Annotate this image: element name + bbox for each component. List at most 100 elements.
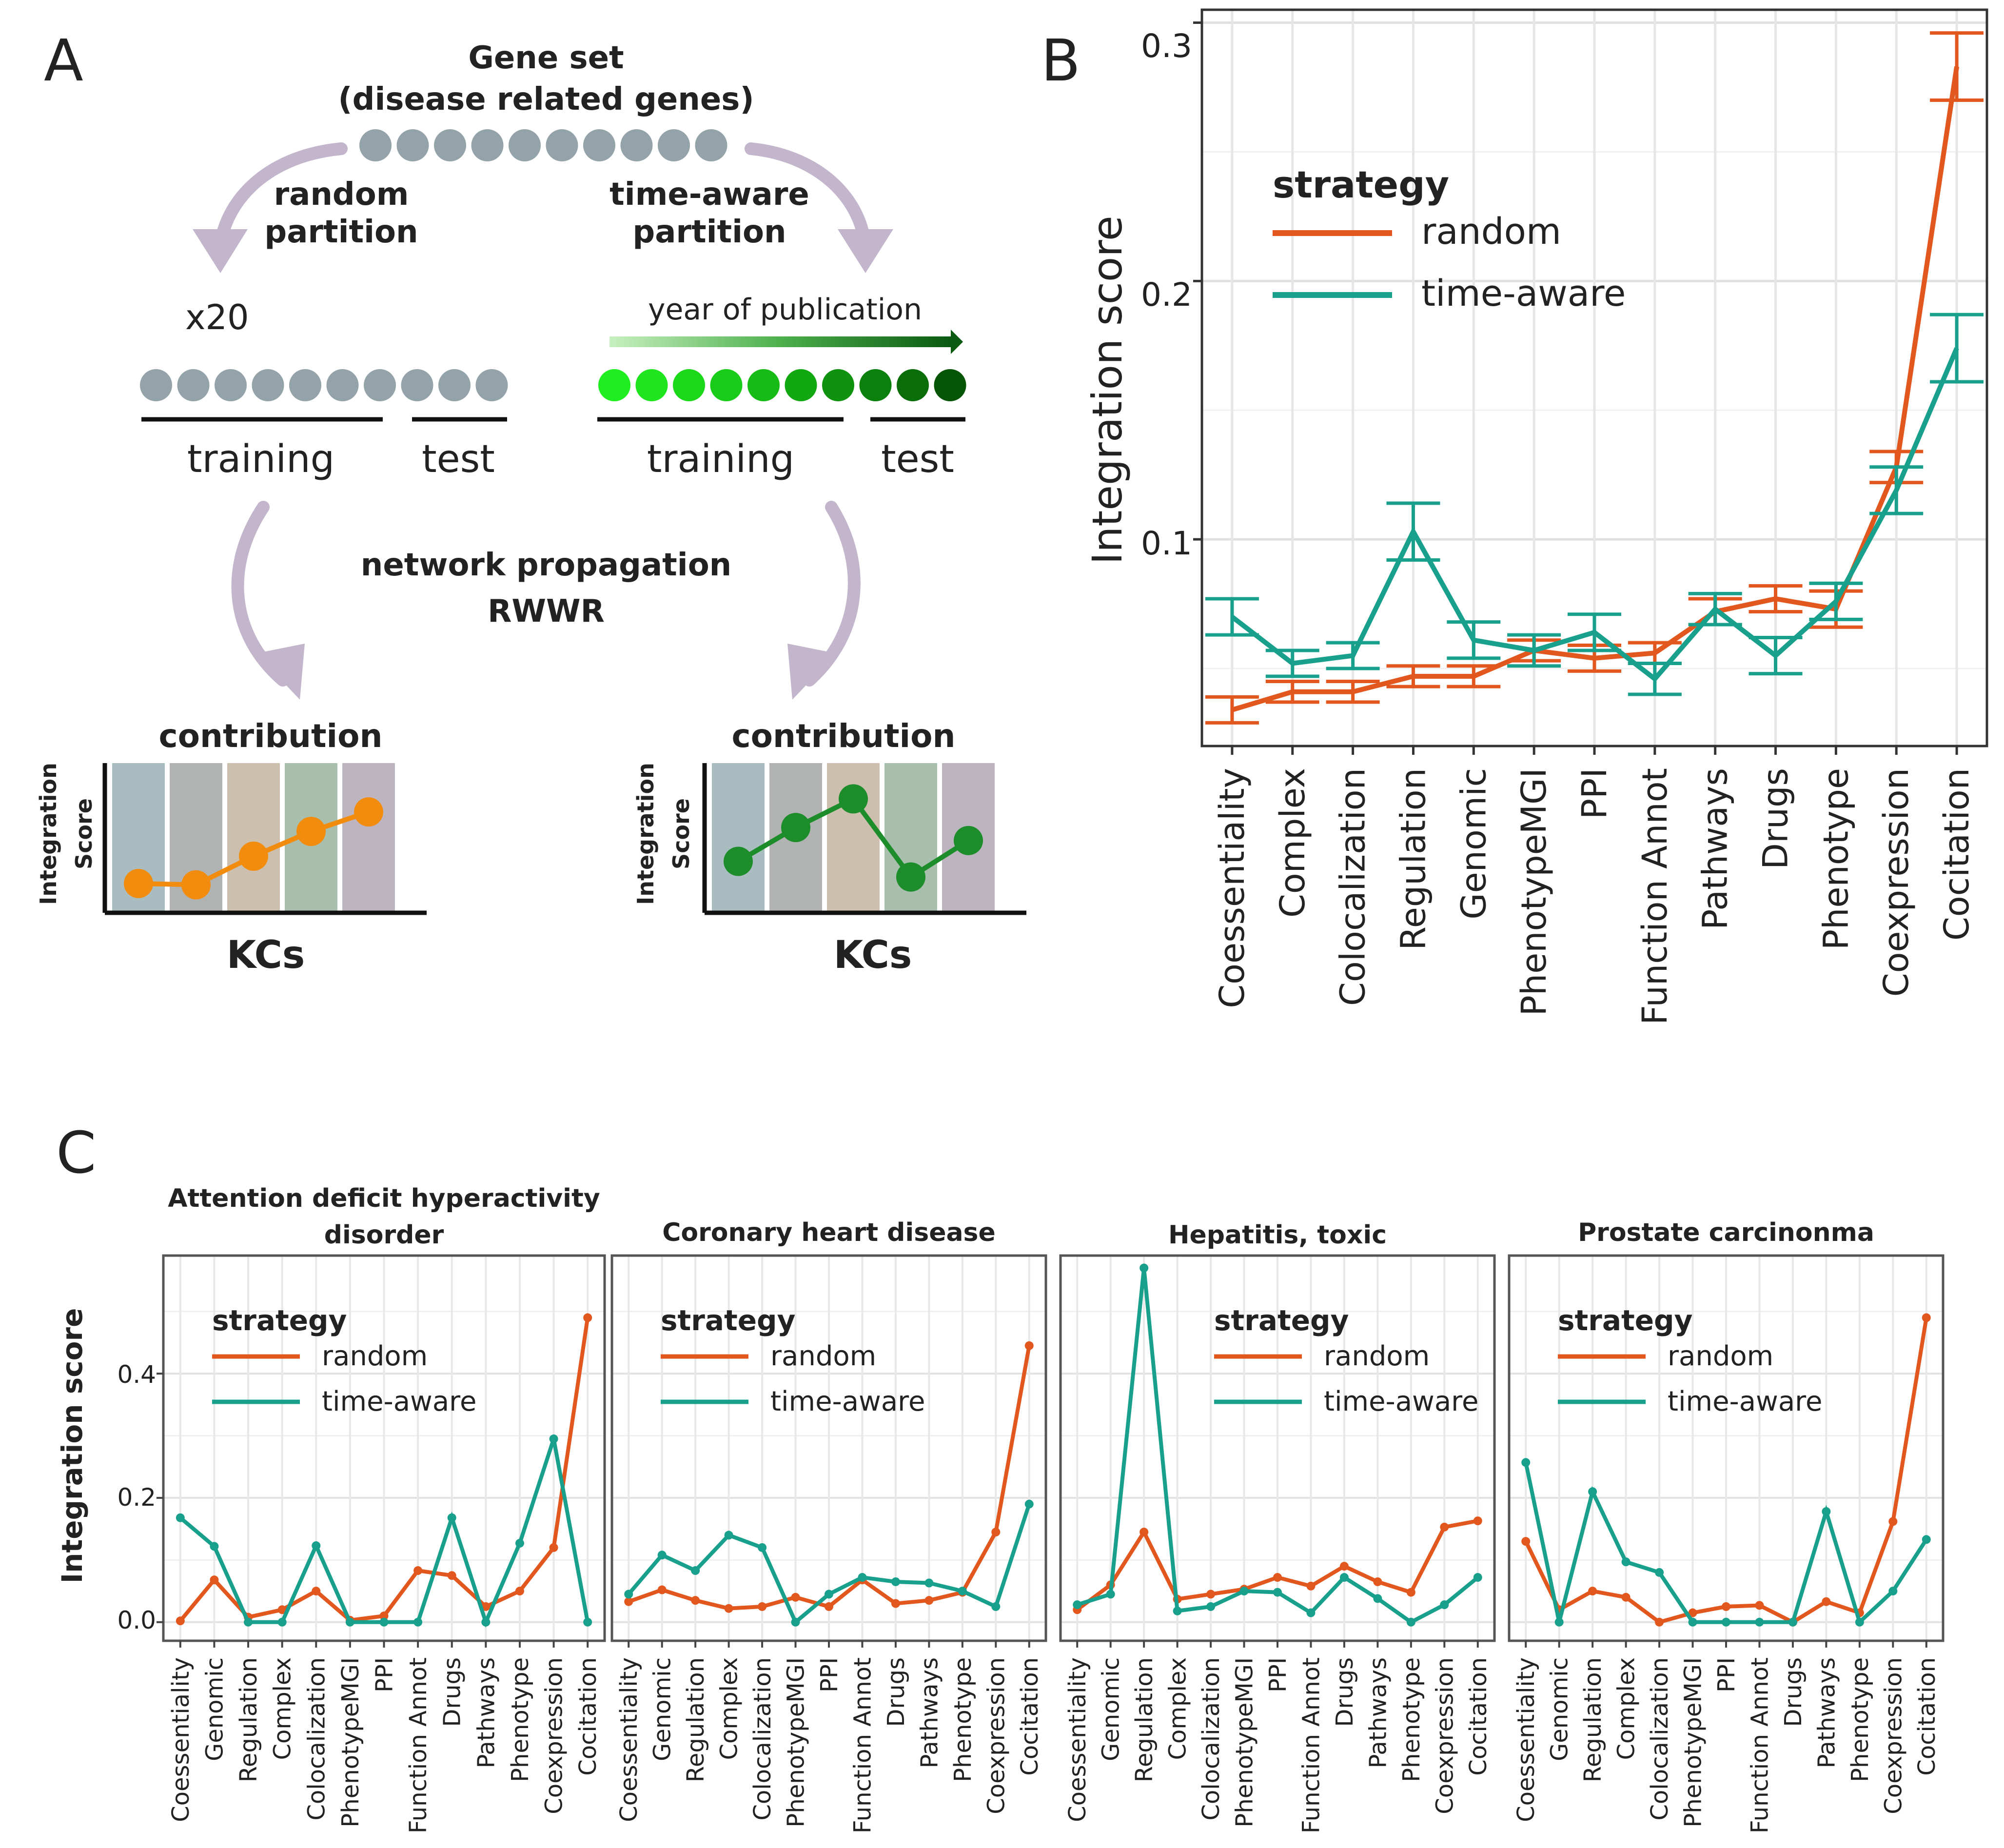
c1-xtick-label: Function Annot bbox=[405, 1657, 432, 1833]
c3-xtick-label: Phenotype bbox=[1398, 1657, 1425, 1782]
c3-point bbox=[1140, 1263, 1149, 1273]
c3-point bbox=[1239, 1587, 1249, 1596]
c1-point bbox=[549, 1543, 558, 1552]
c1-legend-title: strategy bbox=[212, 1304, 347, 1337]
propagation-arrow-right-head bbox=[787, 644, 836, 700]
c3-xtick-label: Colocalization bbox=[1198, 1657, 1225, 1821]
contribution-left-title: contribution bbox=[159, 717, 383, 755]
c4-point bbox=[1922, 1535, 1931, 1544]
c3-point bbox=[1306, 1608, 1316, 1617]
time-partition-dots bbox=[598, 369, 966, 401]
c1-xtick-label: Coessentiality bbox=[167, 1657, 195, 1822]
b-xtick-label: Phenotype bbox=[1816, 768, 1856, 950]
c4-xtick-label: Function Annot bbox=[1746, 1657, 1773, 1833]
c2-xtick-label: Regulation bbox=[682, 1657, 709, 1782]
c2-point bbox=[724, 1531, 733, 1540]
gene-dot bbox=[326, 369, 359, 401]
gene-dot bbox=[475, 369, 508, 401]
c2-point bbox=[991, 1528, 1001, 1537]
c3-point bbox=[1306, 1581, 1316, 1591]
panel-a: A Gene set (disease related genes) rando… bbox=[35, 27, 1026, 977]
year-dot bbox=[635, 369, 668, 401]
c1-point bbox=[515, 1587, 524, 1596]
c2-point bbox=[825, 1602, 833, 1611]
training-label-left: training bbox=[187, 437, 334, 481]
c1-point bbox=[277, 1605, 287, 1614]
c2-point bbox=[858, 1573, 867, 1582]
c4-xtick-label: PPI bbox=[1713, 1657, 1740, 1692]
c2-xtick-label: PPI bbox=[816, 1657, 843, 1692]
c2-point bbox=[624, 1597, 633, 1606]
c4-point bbox=[1688, 1617, 1697, 1627]
c3-point bbox=[1373, 1577, 1382, 1586]
c2-point bbox=[924, 1578, 934, 1588]
c1-point bbox=[345, 1617, 354, 1627]
c2-xtick-label: Function Annot bbox=[849, 1657, 876, 1833]
c2-xtick-label: Coessentiality bbox=[615, 1657, 643, 1822]
c1-point bbox=[312, 1587, 321, 1596]
c1-xtick-label: Coexpression bbox=[541, 1657, 568, 1814]
network-propagation-label: network propagation bbox=[361, 547, 731, 583]
c3-legend-title: strategy bbox=[1214, 1304, 1349, 1337]
c3-xtick-label: Function Annot bbox=[1297, 1657, 1325, 1833]
c4-xtick-label: PhenotypeMGI bbox=[1680, 1657, 1707, 1828]
c2-point bbox=[958, 1587, 967, 1596]
c3-point bbox=[1206, 1590, 1216, 1599]
mini-chart-right bbox=[702, 763, 1026, 915]
c4-point bbox=[1922, 1313, 1931, 1322]
year-dot bbox=[897, 369, 929, 401]
c4-point bbox=[1755, 1601, 1764, 1610]
c1-legend-time-label: time-aware bbox=[322, 1386, 476, 1417]
year-dot bbox=[785, 369, 817, 401]
c1-xtick-label: Genomic bbox=[201, 1657, 228, 1761]
mini-right-point bbox=[839, 784, 868, 814]
c2-point bbox=[891, 1599, 900, 1608]
c3-xtick-label: Coexpression bbox=[1431, 1657, 1458, 1814]
c4-xtick-label: Coexpression bbox=[1880, 1657, 1907, 1814]
c2-point bbox=[758, 1602, 767, 1611]
c3-point bbox=[1206, 1602, 1216, 1611]
c3-point bbox=[1140, 1528, 1149, 1537]
c2-point bbox=[791, 1617, 800, 1627]
c3-point bbox=[1173, 1606, 1182, 1615]
c4-legend-random-label: random bbox=[1668, 1340, 1773, 1372]
c1-title-line2: disorder bbox=[324, 1220, 444, 1250]
c4-point bbox=[1655, 1568, 1664, 1577]
c2-legend-time-label: time-aware bbox=[770, 1386, 925, 1417]
random-partition-label-2: partition bbox=[264, 214, 418, 250]
b-xtick-label: Function Annot bbox=[1635, 768, 1675, 1025]
gene-dot bbox=[438, 369, 471, 401]
c1-point bbox=[583, 1617, 592, 1627]
c4-point bbox=[1688, 1608, 1697, 1617]
c4-point bbox=[1554, 1617, 1564, 1627]
c3-xtick-label: PPI bbox=[1264, 1657, 1292, 1692]
c4-xtick-label: Phenotype bbox=[1847, 1657, 1874, 1782]
c2-xtick-label: Drugs bbox=[883, 1657, 910, 1727]
training-label-right: training bbox=[647, 437, 794, 481]
c4-xtick-label: Pathways bbox=[1813, 1657, 1840, 1769]
c3-point bbox=[1440, 1522, 1449, 1532]
mini-left-kc-band bbox=[342, 763, 395, 913]
c3-point bbox=[1473, 1573, 1482, 1582]
c1-xtick-label: PPI bbox=[371, 1657, 398, 1692]
gene-dot bbox=[509, 129, 541, 161]
year-dot bbox=[673, 369, 705, 401]
panel-b-label: B bbox=[1041, 27, 1081, 94]
mini-right-point bbox=[724, 846, 753, 876]
gene-dot bbox=[658, 129, 690, 161]
c2-legend-random-label: random bbox=[770, 1340, 876, 1372]
random-arrow-head bbox=[193, 229, 248, 273]
gene-dot bbox=[620, 129, 653, 161]
c2-xtick-label: Coexpression bbox=[982, 1657, 1010, 1814]
c-ytick-0.2: 0.2 bbox=[117, 1483, 156, 1512]
c2-point bbox=[691, 1566, 700, 1575]
contribution-right-title: contribution bbox=[732, 717, 956, 755]
b-legend-title: strategy bbox=[1273, 163, 1449, 206]
random-partition-label-1: random bbox=[274, 177, 409, 213]
gene-dot bbox=[695, 129, 727, 161]
c1-point bbox=[210, 1542, 219, 1551]
gene-dot bbox=[359, 129, 392, 161]
c3-xtick-label: Regulation bbox=[1131, 1657, 1158, 1782]
c3-xtick-label: Cocitation bbox=[1465, 1657, 1492, 1776]
c1-title-line1: Attention deficit hyperactivity bbox=[168, 1184, 600, 1213]
